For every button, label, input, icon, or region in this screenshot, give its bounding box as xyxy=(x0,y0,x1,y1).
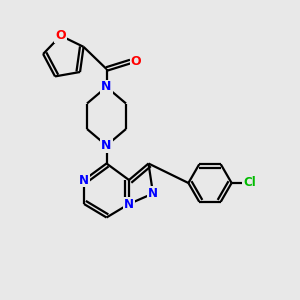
Text: O: O xyxy=(130,55,141,68)
Text: Cl: Cl xyxy=(243,176,256,190)
Text: N: N xyxy=(79,173,89,187)
Text: N: N xyxy=(101,80,112,94)
Text: N: N xyxy=(101,139,112,152)
Text: N: N xyxy=(124,197,134,211)
Text: O: O xyxy=(56,29,66,42)
Text: N: N xyxy=(148,187,158,200)
